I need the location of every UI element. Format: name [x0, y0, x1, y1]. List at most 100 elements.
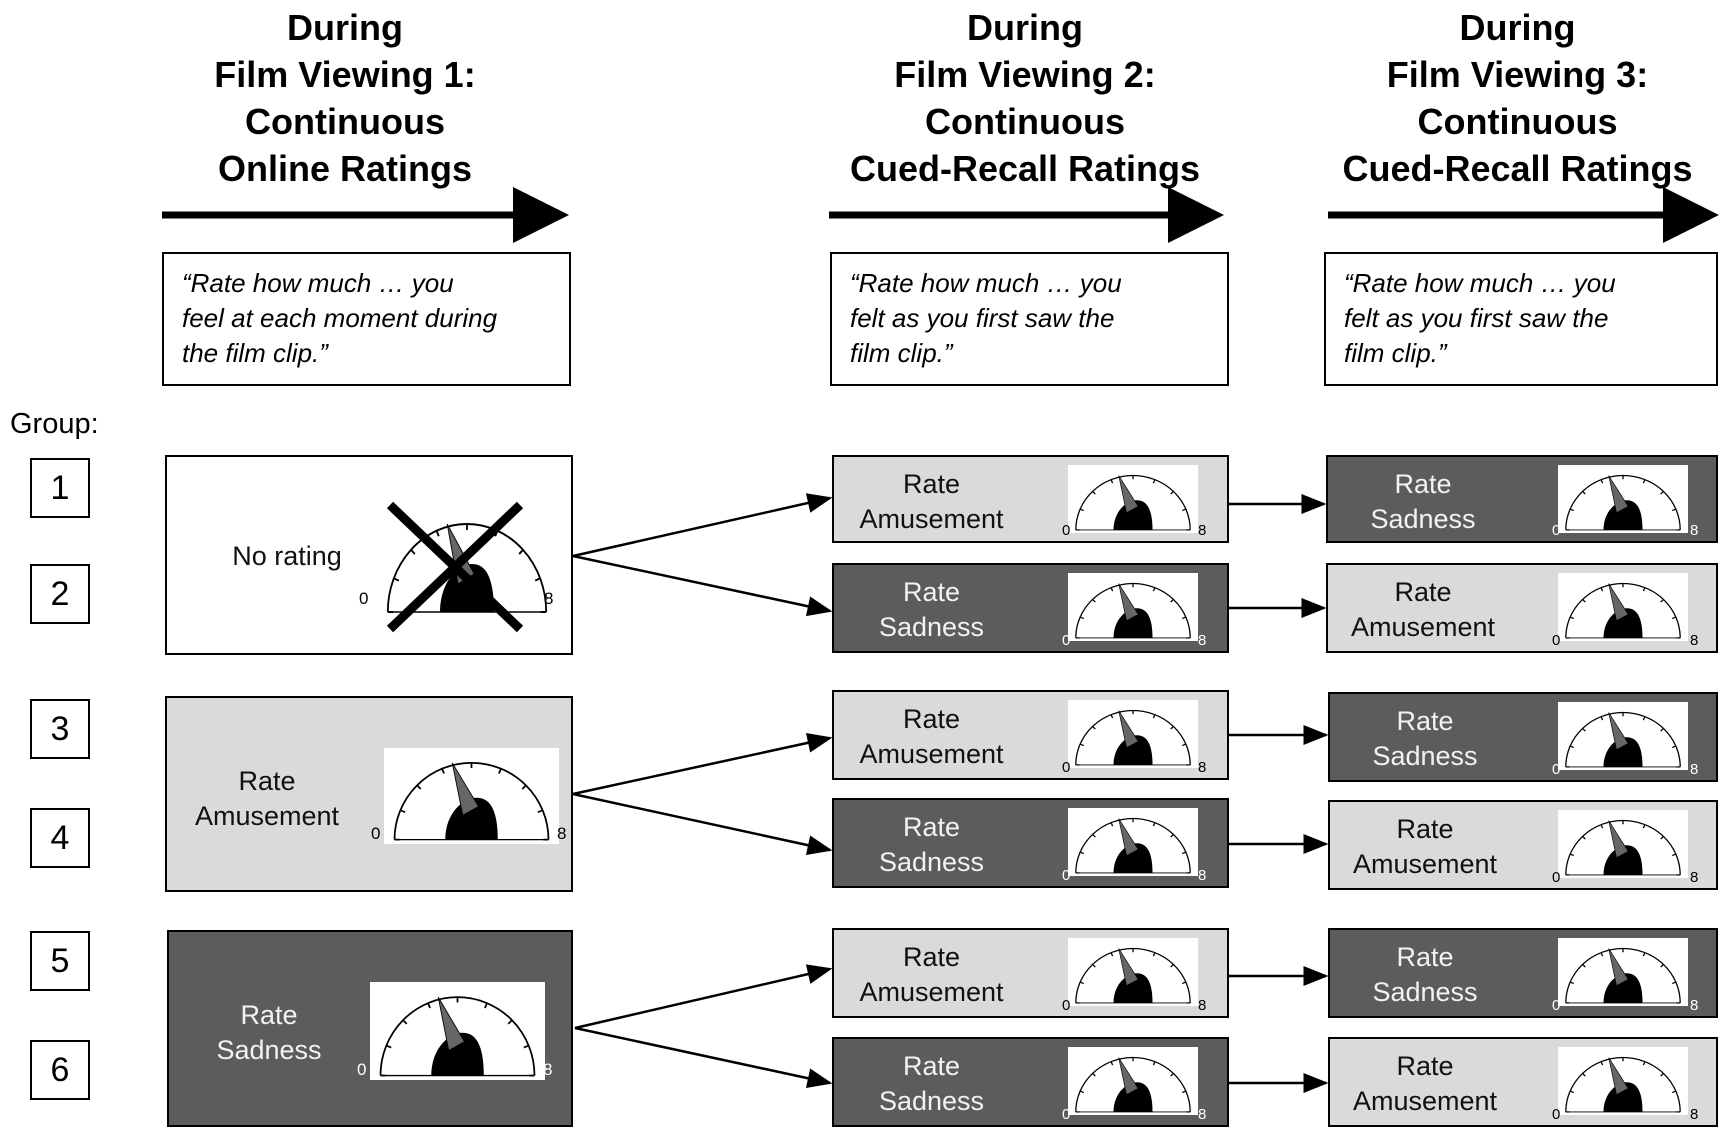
- viewing-2-instruction: “Rate how much … you felt as you first s…: [830, 252, 1229, 386]
- gauge-pointer: [1608, 1057, 1629, 1096]
- gauge-tick: [1671, 508, 1677, 512]
- gauge-pointer: [1608, 820, 1629, 859]
- scale-max-label: 8: [557, 824, 567, 843]
- flow-arrow-g5: [574, 964, 833, 1030]
- panel-label: Rate Sadness: [1370, 469, 1476, 534]
- gauge-tick: [1170, 834, 1174, 838]
- scale-min-label: 0: [1062, 759, 1071, 776]
- scale-max-label: 8: [1198, 522, 1207, 539]
- panel-label: No rating: [232, 541, 342, 571]
- gauge-pointer: [1118, 583, 1139, 622]
- viewing-1-panel-groups-5-6: Rate Sadness 0 8: [167, 930, 573, 1127]
- gauge-dial: [1558, 1047, 1688, 1115]
- scale-max-label: 8: [1690, 632, 1699, 649]
- viewing-2-panel-group-5: Rate Amusement 0 8: [832, 928, 1229, 1018]
- gauge-fill: [1113, 1082, 1153, 1112]
- viewing-1-instruction: “Rate how much … you feel at each moment…: [162, 252, 571, 386]
- viewing-3-panel-group-3: Rate Sadness 0 8: [1328, 692, 1718, 782]
- gauge-tick: [386, 1044, 392, 1049]
- gauge-tick: [1600, 952, 1604, 957]
- scale-min-label: 0: [1062, 632, 1071, 649]
- scale-max-label: 8: [1690, 1106, 1699, 1123]
- gauge-tick: [1582, 1073, 1586, 1077]
- gauge-tick: [1181, 981, 1187, 985]
- gauge-tick: [1152, 714, 1156, 719]
- gauge-tick: [1110, 479, 1114, 484]
- gauge-tick: [1642, 716, 1646, 721]
- scale-min-label: 0: [1552, 869, 1561, 886]
- gauge-tick: [435, 530, 440, 537]
- viewing-3-panel-group-1: Rate Sadness 0 8: [1326, 455, 1718, 543]
- panel-label: Rate Amusement: [1352, 1051, 1498, 1116]
- gauge-tick: [1092, 491, 1096, 495]
- gauge-tick: [400, 809, 406, 814]
- gauge-tick: [534, 577, 541, 582]
- scale-max-label: 8: [1198, 997, 1207, 1014]
- gauge-tick: [1170, 491, 1174, 495]
- gauge-tick: [1170, 1073, 1174, 1077]
- viewing-3-panel-group-5: Rate Sadness 0 8: [1328, 928, 1718, 1018]
- group-number-2: 2: [30, 564, 90, 624]
- panel-label: Rate Amusement: [1350, 577, 1496, 642]
- gauge-tick: [1582, 728, 1586, 732]
- viewing-2-panel-group-3: Rate Amusement 0 8: [832, 690, 1229, 780]
- gauge-tick: [1582, 599, 1586, 603]
- scale-max-label: 8: [1690, 869, 1699, 886]
- viewing-2-panel-group-2: Rate Sadness 0 8: [832, 563, 1229, 653]
- viewing-3-panel-group-4: Rate Amusement 0 8: [1328, 800, 1718, 890]
- gauge-tick: [1079, 616, 1085, 620]
- gauge-tick: [1660, 599, 1664, 603]
- gauge-dial: [1068, 573, 1198, 641]
- gauge-dial: [1558, 702, 1688, 770]
- scale-min-label: 0: [1552, 997, 1561, 1014]
- gauge-tick: [1671, 745, 1677, 749]
- panel-label: Rate Amusement: [194, 766, 340, 831]
- gauge-tick: [1079, 851, 1085, 855]
- gauge-fill: [445, 797, 498, 840]
- gauge-tick: [1152, 952, 1156, 957]
- gauge-dial: [1558, 465, 1688, 533]
- panel-label: Rate Amusement: [859, 942, 1004, 1007]
- gauge-dial: [1068, 808, 1198, 876]
- gauge-fill: [1113, 500, 1153, 530]
- gauge-tick: [1092, 1073, 1096, 1077]
- gauge-tick: [1079, 1090, 1085, 1094]
- gauge-tick: [1671, 616, 1677, 620]
- panel-label: Rate Amusement: [859, 469, 1004, 534]
- gauge-tick: [1671, 981, 1677, 985]
- gauge-tick: [1600, 716, 1604, 721]
- gauge-tick: [1181, 508, 1187, 512]
- gauge-tick: [1642, 1061, 1646, 1066]
- gauge-fill: [1603, 608, 1643, 638]
- gauge-pointer: [1118, 710, 1139, 749]
- gauge-tick: [1569, 616, 1575, 620]
- gauge-tick: [1582, 964, 1586, 968]
- scale-max-label: 8: [1198, 867, 1207, 884]
- panel-label: Rate Sadness: [1372, 706, 1478, 771]
- gauge-tick: [1569, 508, 1575, 512]
- scale-max-label: 8: [1198, 1106, 1207, 1123]
- gauge-fill: [1113, 608, 1153, 638]
- gauge-tick: [498, 768, 502, 774]
- gauge-tick: [1642, 479, 1646, 484]
- gauge-tick: [1152, 1061, 1156, 1066]
- group-caption: Group:: [10, 408, 99, 440]
- gauge-tick: [1660, 491, 1664, 495]
- gauge-tick: [427, 1002, 431, 1009]
- gauge-tick: [1079, 981, 1085, 985]
- gauge-dial: [1068, 700, 1198, 768]
- scale-max-label: 8: [543, 1060, 553, 1079]
- scale-min-label: 0: [1062, 867, 1071, 884]
- gauge-tick: [1079, 508, 1085, 512]
- gauge-tick: [1600, 479, 1604, 484]
- viewing-2-heading: During Film Viewing 2: Continuous Cued-R…: [849, 7, 1201, 189]
- gauge-tick: [523, 1044, 529, 1049]
- gauge-fill: [1113, 973, 1153, 1003]
- gauge-fill: [440, 564, 494, 612]
- gauge-tick: [1170, 599, 1174, 603]
- gauge-fill: [1603, 737, 1643, 767]
- panel-label: Rate Sadness: [216, 1000, 322, 1065]
- panel-label: Rate Sadness: [878, 1051, 985, 1116]
- gauge-tick: [1569, 1090, 1575, 1094]
- gauge-dial: [1068, 938, 1198, 1006]
